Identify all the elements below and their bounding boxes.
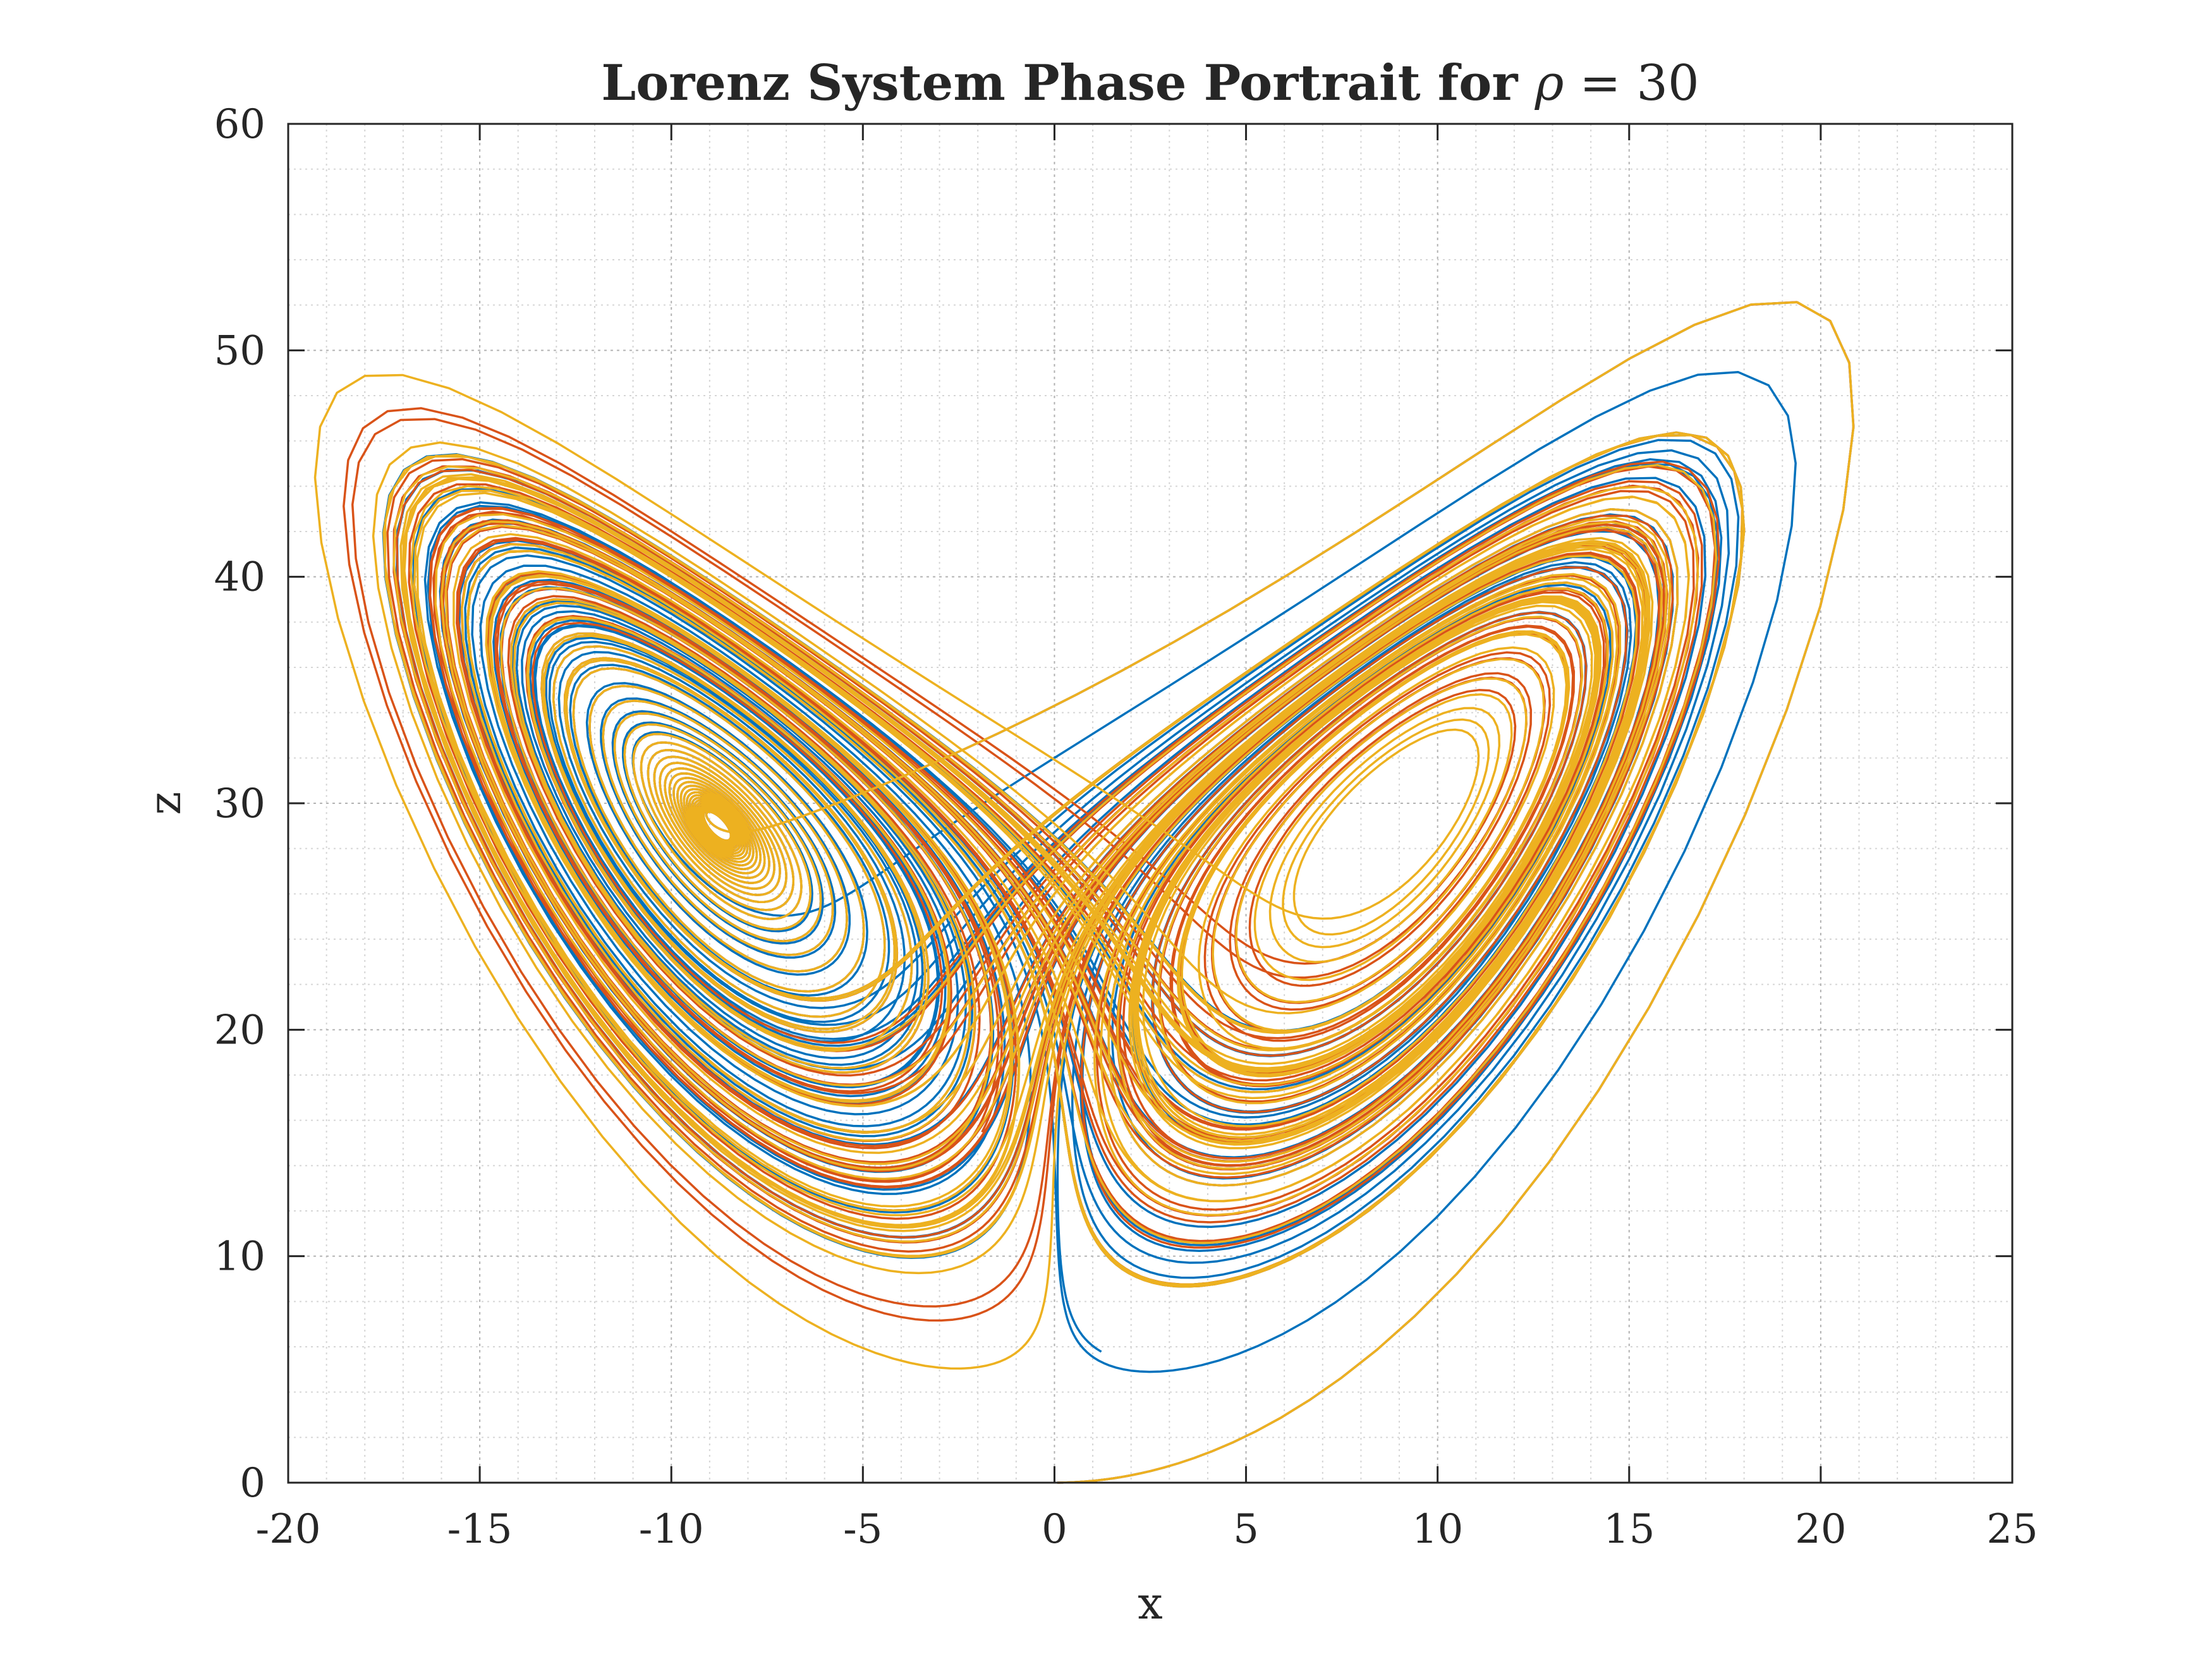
x-tick-label: 25 (1986, 1506, 2038, 1553)
x-tick-label: 10 (1412, 1506, 1463, 1553)
tick-labels: -20 -15 -10 -5 0 5 10 15 20 25 0 10 20 30 40 50 60 (214, 101, 2038, 1553)
y-tick-label: 60 (214, 101, 265, 148)
chart-title-rho: ρ (1534, 55, 1564, 112)
x-tick-label: -15 (447, 1506, 513, 1553)
x-tick-label: 20 (1795, 1506, 1846, 1553)
x-tick-label: -10 (639, 1506, 704, 1553)
chart-title-text: Lorenz System Phase Portrait for (601, 54, 1534, 112)
y-tick-label: 0 (240, 1460, 265, 1507)
y-axis-label: z (139, 792, 191, 815)
y-tick-label: 10 (214, 1234, 265, 1280)
y-tick-label: 40 (214, 554, 265, 601)
plot-lines (313, 301, 1855, 1484)
chart-title: Lorenz System Phase Portrait for ρ = 30 (601, 54, 1699, 112)
ticks (287, 123, 2014, 1484)
x-tick-label: -20 (255, 1506, 320, 1553)
y-tick-label: 30 (214, 781, 265, 827)
chart-title-value: = 30 (1564, 55, 1699, 112)
x-tick-label: 15 (1603, 1506, 1655, 1553)
x-axis-label: x (1138, 1577, 1162, 1629)
x-tick-label: -5 (843, 1506, 882, 1553)
x-tick-label: 0 (1042, 1506, 1067, 1553)
y-tick-label: 50 (214, 327, 265, 374)
y-tick-label: 20 (214, 1007, 265, 1054)
trajectory-line-3 (313, 301, 1855, 1484)
x-tick-label: 5 (1233, 1506, 1259, 1553)
